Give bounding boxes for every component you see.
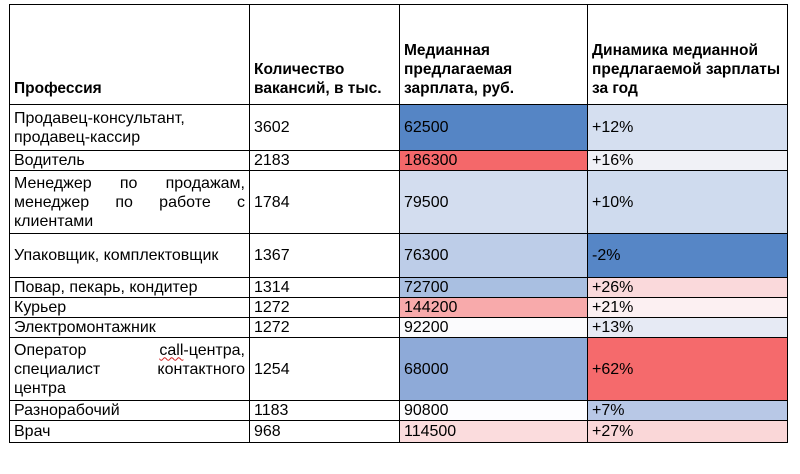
- table-row: Продавец-консультант, продавец-кассир 360…: [9, 104, 788, 151]
- cell-salary: 114500: [399, 420, 588, 443]
- cell-salary: 144200: [399, 297, 588, 318]
- cell-vacancies: 1784: [249, 170, 400, 234]
- cell-profession: Упаковщик, комплектовщик: [9, 233, 250, 278]
- header-salary: Медианная предлагаемая зарплата, руб.: [399, 4, 588, 105]
- cell-salary: 68000: [399, 337, 588, 401]
- cell-profession: Водитель: [9, 150, 250, 171]
- cell-salary: 92200: [399, 317, 588, 338]
- cell-profession: Повар, пекарь, кондитер: [9, 277, 250, 298]
- table-row: Врач 968 114500 +27%: [9, 420, 788, 443]
- cell-profession: Врач: [9, 420, 250, 443]
- cell-vacancies: 1272: [249, 317, 400, 338]
- cell-profession: Разнорабочий: [9, 400, 250, 421]
- header-profession: Профессия: [9, 4, 250, 105]
- cell-vacancies: 3602: [249, 104, 400, 151]
- cell-vacancies: 1367: [249, 233, 400, 278]
- cell-vacancies: 1183: [249, 400, 400, 421]
- header-dynamics: Динамика медианной предлагаемой зарплаты…: [587, 4, 788, 105]
- cell-salary: 79500: [399, 170, 588, 234]
- table-row: Разнорабочий 1183 90800 +7%: [9, 400, 788, 421]
- cell-vacancies: 1272: [249, 297, 400, 318]
- table-row: Электромонтажник 1272 92200 +13%: [9, 317, 788, 338]
- cell-salary: 72700: [399, 277, 588, 298]
- header-row: Профессия Количество вакансий, в тыс. Ме…: [9, 4, 788, 105]
- cell-dynamics: +21%: [587, 297, 788, 318]
- table-row: Оператор call-центра, специалист контакт…: [9, 337, 788, 401]
- cell-salary: 90800: [399, 400, 588, 421]
- cell-vacancies: 968: [249, 420, 400, 443]
- table-row: Водитель 2183 186300 +16%: [9, 150, 788, 171]
- cell-dynamics: +12%: [587, 104, 788, 151]
- cell-vacancies: 1254: [249, 337, 400, 401]
- cell-profession: Продавец-консультант, продавец-кассир: [9, 104, 250, 151]
- table-row: Курьер 1272 144200 +21%: [9, 297, 788, 318]
- cell-profession: Курьер: [9, 297, 250, 318]
- cell-dynamics: +16%: [587, 150, 788, 171]
- cell-profession: Менеджер по продажам, менеджер по работе…: [9, 170, 250, 234]
- salary-table: Профессия Количество вакансий, в тыс. Ме…: [9, 4, 788, 443]
- cell-dynamics: +10%: [587, 170, 788, 234]
- cell-salary: 62500: [399, 104, 588, 151]
- cell-vacancies: 1314: [249, 277, 400, 298]
- cell-profession: Электромонтажник: [9, 317, 250, 338]
- cell-salary: 186300: [399, 150, 588, 171]
- cell-dynamics: +7%: [587, 400, 788, 421]
- cell-profession: Оператор call-центра, специалист контакт…: [9, 337, 250, 401]
- cell-dynamics: +27%: [587, 420, 788, 443]
- cell-salary: 76300: [399, 233, 588, 278]
- cell-dynamics: -2%: [587, 233, 788, 278]
- cell-dynamics: +13%: [587, 317, 788, 338]
- table-row: Менеджер по продажам, менеджер по работе…: [9, 170, 788, 234]
- table-row: Упаковщик, комплектовщик 1367 76300 -2%: [9, 233, 788, 278]
- cell-dynamics: +62%: [587, 337, 788, 401]
- cell-dynamics: +26%: [587, 277, 788, 298]
- header-vacancies: Количество вакансий, в тыс.: [249, 4, 400, 105]
- table-row: Повар, пекарь, кондитер 1314 72700 +26%: [9, 277, 788, 298]
- cell-vacancies: 2183: [249, 150, 400, 171]
